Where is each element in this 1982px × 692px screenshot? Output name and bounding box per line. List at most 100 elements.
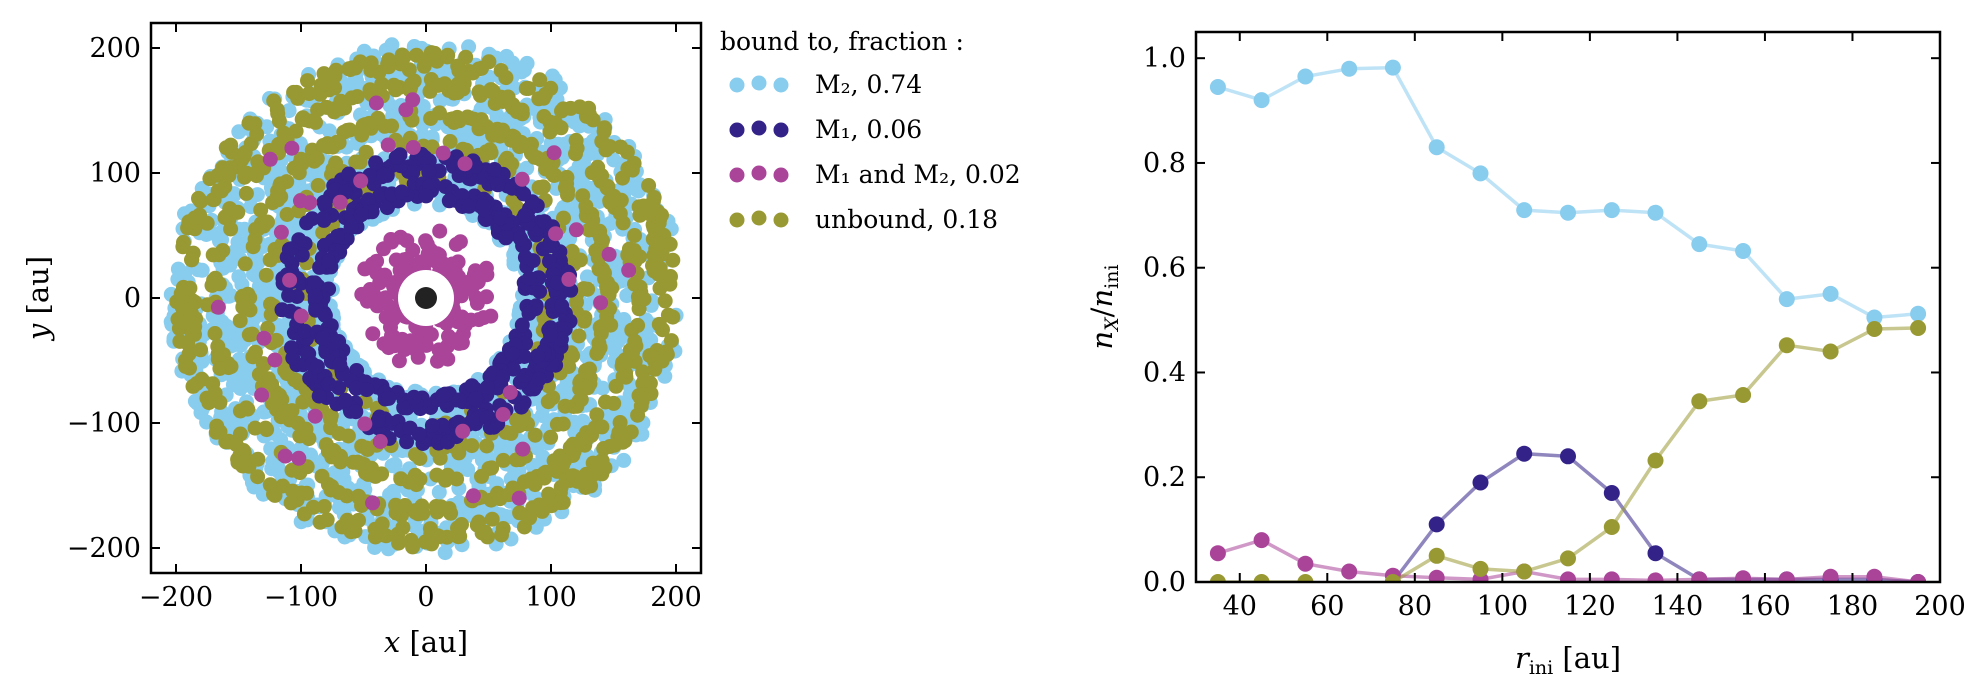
series-point (1428, 516, 1445, 533)
scatter-point (569, 294, 584, 310)
scatter-point (267, 352, 283, 368)
legend-entry: M₁, 0.06 (729, 115, 922, 144)
series-point (1472, 165, 1489, 182)
scatter-point (406, 73, 422, 89)
scatter-point (405, 92, 421, 108)
scatter-point (378, 309, 394, 325)
scatter-point (324, 481, 340, 496)
legend-marker (773, 122, 789, 138)
scatter-point (417, 150, 433, 165)
series-point (1603, 519, 1620, 535)
scatter-point (269, 102, 285, 118)
scatter-point (465, 488, 481, 504)
scatter-point (237, 256, 253, 272)
scatter-point (307, 408, 323, 424)
scatter-point (245, 349, 261, 365)
scatter-point (440, 434, 456, 450)
scatter-point (222, 160, 238, 176)
scatter-point (565, 248, 581, 264)
legend-label: unbound, 0.18 (815, 205, 998, 234)
scatter-point (543, 237, 559, 253)
series-point (1778, 571, 1795, 582)
scatter-point (315, 330, 331, 346)
scatter-point (568, 132, 584, 148)
scatter-point (272, 176, 288, 192)
scatter-point (381, 59, 397, 75)
series-point (1472, 560, 1489, 577)
scatter-ytick-label: 200 (89, 33, 141, 64)
scatter-point (495, 452, 511, 468)
scatter-point (370, 110, 386, 126)
scatter-point (578, 364, 594, 380)
scatter-point (316, 194, 332, 210)
scatter-point (357, 117, 373, 133)
scatter-point (391, 353, 407, 369)
scatter-point (427, 45, 443, 61)
scatter-point (585, 112, 601, 128)
scatter-point (527, 427, 543, 443)
scatter-point (365, 285, 381, 301)
scatter-point (393, 56, 409, 72)
series-point (1253, 532, 1270, 549)
scatter-point (281, 103, 297, 119)
series-point (1691, 393, 1708, 410)
legend-entry: unbound, 0.18 (729, 205, 998, 234)
scatter-series-2 (274, 146, 579, 451)
scatter-point (367, 468, 383, 484)
scatter-point (487, 96, 503, 111)
scatter-point (514, 171, 530, 187)
scatter-point (205, 247, 221, 263)
central-object (415, 287, 437, 309)
legend-title: bound to, fraction : (720, 27, 964, 56)
series-point (1735, 570, 1752, 582)
scatter-point (516, 349, 532, 364)
scatter-point (457, 156, 473, 172)
scatter-point (464, 438, 480, 454)
scatter-point (424, 418, 440, 434)
scatter-point (294, 111, 310, 127)
scatter-point (281, 287, 297, 303)
scatter-point (579, 269, 595, 285)
scatter-point (405, 539, 421, 555)
scatter-point (274, 302, 290, 318)
scatter-point (470, 274, 486, 290)
scatter-point (372, 188, 388, 204)
series-point (1735, 387, 1752, 403)
scatter-point (269, 402, 284, 417)
scatter-point (238, 185, 254, 201)
scatter-point (303, 447, 319, 463)
scatter-point (573, 392, 589, 407)
scatter-point (543, 327, 559, 343)
scatter-point (222, 201, 238, 217)
series-point (1384, 59, 1401, 76)
scatter-point (235, 299, 251, 315)
scatter-point (210, 299, 226, 315)
series-point (1516, 445, 1533, 462)
scatter-point (291, 165, 307, 181)
scatter-point (515, 441, 531, 457)
scatter-point (646, 247, 662, 263)
line-xtick-label: 180 (1827, 591, 1879, 622)
series-point (1560, 204, 1576, 221)
scatter-point (594, 321, 610, 337)
scatter-point (321, 253, 336, 269)
series-point (1253, 92, 1270, 109)
scatter-point (231, 124, 247, 140)
scatter-point (415, 505, 431, 521)
scatter-point (646, 190, 662, 205)
scatter-point (207, 385, 223, 401)
scatter-point (576, 313, 592, 329)
scatter-point (262, 477, 278, 493)
scatter-point (368, 155, 384, 171)
scatter-point (578, 198, 594, 214)
line-ytick-label: 0.0 (1143, 567, 1186, 598)
scatter-point (518, 81, 534, 96)
scatter-point (406, 518, 422, 533)
scatter-point (368, 95, 384, 111)
scatter-point (571, 328, 587, 344)
scatter-point (284, 340, 299, 356)
scatter-point (187, 319, 203, 335)
scatter-point (606, 395, 622, 411)
legend-marker (751, 75, 767, 91)
scatter-point (293, 308, 309, 324)
